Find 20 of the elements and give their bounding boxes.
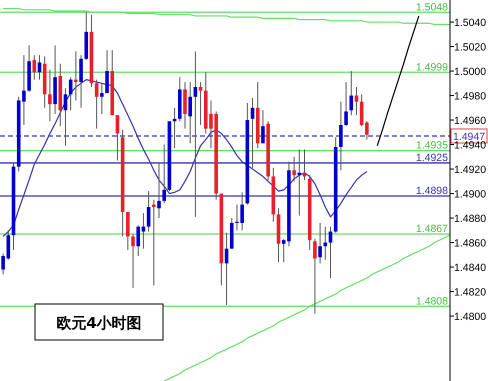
y-tick-label: 1.4840 [454, 262, 486, 274]
ref-line-label: 1.4867 [416, 222, 448, 235]
y-tick-label: 1.5000 [454, 66, 486, 78]
y-tick-label: 1.5040 [454, 17, 486, 30]
annotation: 欧元4小时图 [56, 314, 142, 332]
ref-line-label: 1.5048 [416, 1, 448, 14]
y-tick-label: 1.4900 [454, 188, 486, 201]
y-tick-label: 1.4880 [454, 213, 486, 226]
ref-line-label: 1.4808 [416, 295, 448, 308]
ref-line-label: 1.4999 [416, 61, 448, 74]
y-tick-label: 1.4800 [454, 311, 486, 324]
y-tick-label: 1.4960 [454, 115, 486, 128]
y-tick-label: 1.4980 [454, 90, 486, 103]
y-tick-label: 1.5020 [454, 42, 486, 54]
y-tick-label: 1.4920 [454, 164, 486, 176]
y-tick-label: 1.4820 [454, 286, 486, 299]
ref-line-label: 1.4898 [416, 185, 448, 198]
ref-line-label: 1.4935 [416, 140, 448, 152]
y-tick-label: 1.4860 [454, 238, 486, 250]
ref-line-label: 1.4925 [416, 152, 448, 164]
